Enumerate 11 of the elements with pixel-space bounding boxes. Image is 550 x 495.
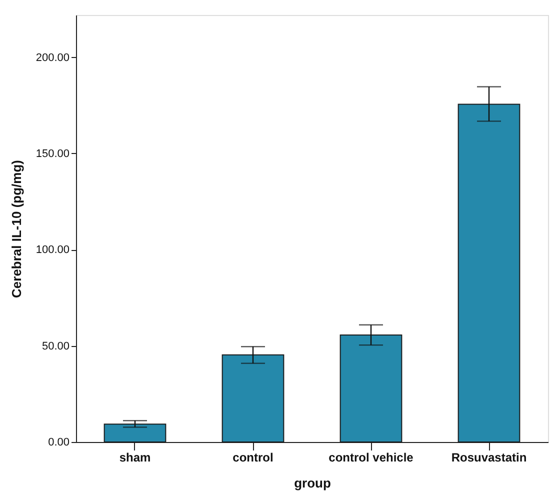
y-tick-label: 100.00: [36, 244, 70, 256]
y-tick-label: 0.00: [48, 436, 70, 448]
x-tick-label: control: [232, 450, 274, 464]
y-tick-label: 150.00: [36, 148, 70, 160]
x-tick-label: sham: [119, 450, 151, 464]
x-axis-title: group: [294, 476, 331, 490]
y-axis-title: Cerebral IL-10 (pg/mg): [8, 160, 24, 298]
y-tick-label: 50.00: [42, 340, 70, 352]
x-tick-label: Rosuvastatin: [451, 450, 527, 464]
y-tick-label: 200.00: [36, 52, 70, 64]
x-tick-label: control vehicle: [328, 450, 414, 464]
